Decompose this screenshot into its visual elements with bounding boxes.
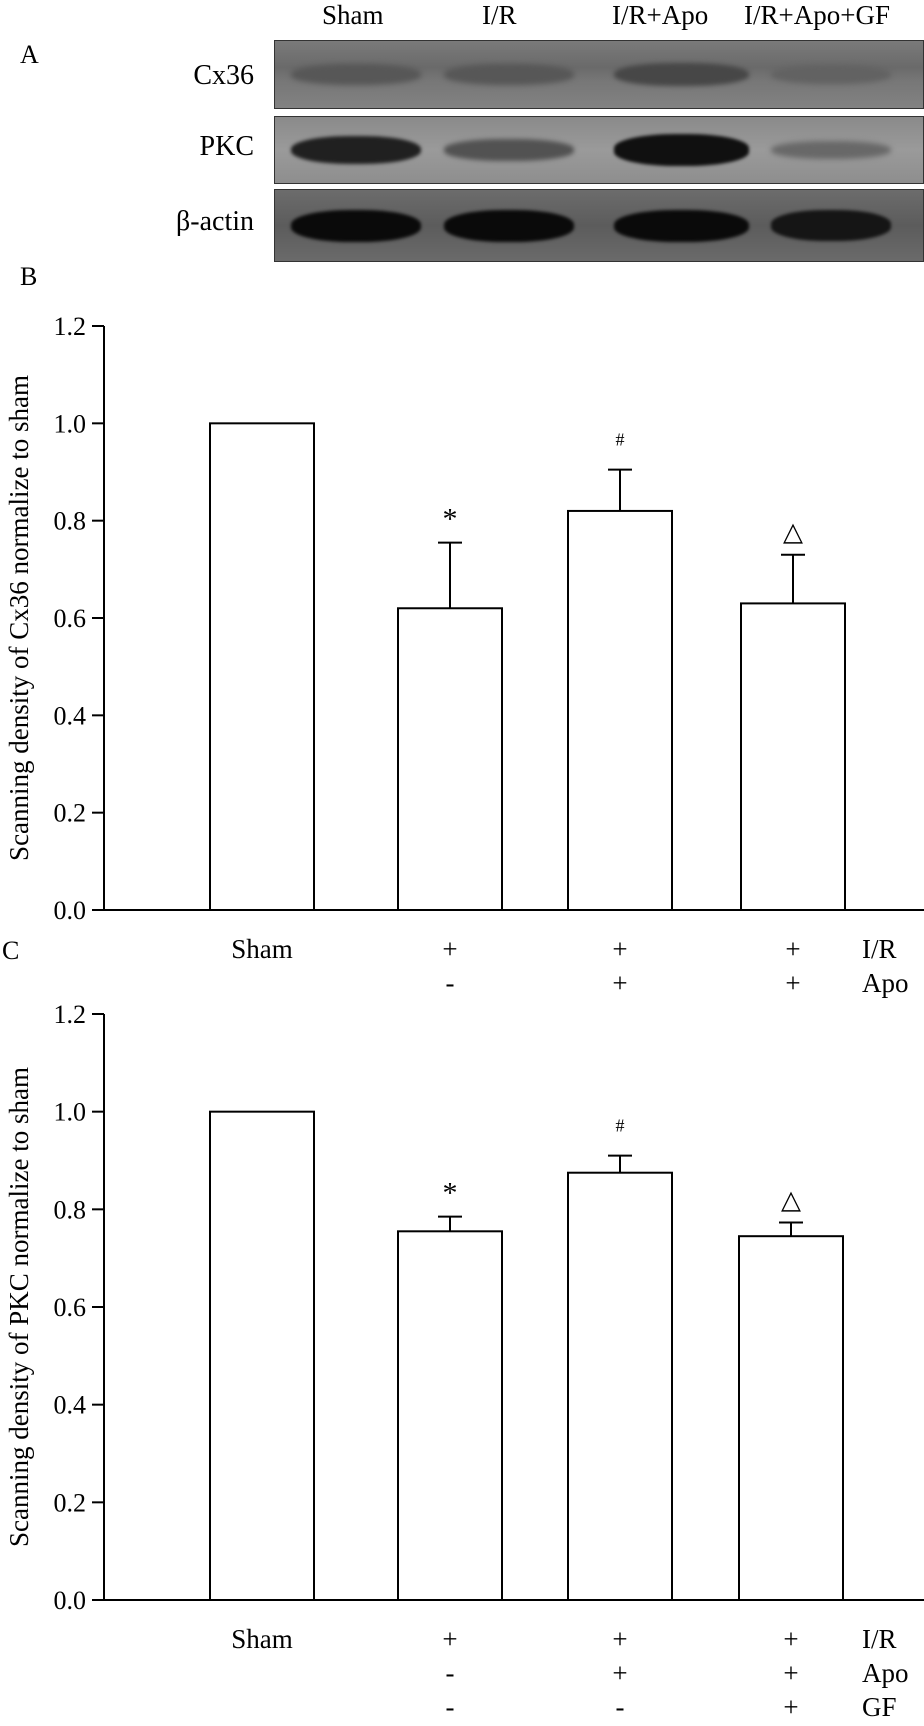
blot-band bbox=[291, 209, 421, 242]
bar bbox=[567, 1171, 673, 1601]
blot-strip-cx36 bbox=[274, 40, 924, 109]
blot-lane-label: I/R bbox=[482, 0, 517, 30]
y-tick-label: 0.0 bbox=[54, 896, 87, 925]
blot-band bbox=[613, 209, 749, 242]
blot-band bbox=[613, 134, 749, 166]
significance-marker: * bbox=[443, 503, 458, 536]
treatment-sign: - bbox=[446, 1658, 455, 1688]
significance-marker: △ bbox=[781, 1186, 801, 1215]
chart-pkc: 0.0 0.2 0.4 0.6 0.8 1.0 1.2 Scanning density of… bbox=[4, 1000, 924, 1722]
treatment-sign: + bbox=[612, 1658, 627, 1688]
y-tick-label: 0.2 bbox=[54, 799, 87, 828]
panel-letter-c: C bbox=[2, 936, 20, 965]
bar bbox=[567, 509, 673, 912]
treatment-sign: - bbox=[446, 1692, 455, 1722]
blot-row-label: β-actin bbox=[176, 206, 254, 237]
panel-letter-a: A bbox=[20, 40, 39, 69]
blot-band bbox=[444, 139, 574, 161]
y-tick-label: 0.2 bbox=[54, 1488, 87, 1517]
blot-band bbox=[771, 210, 891, 241]
bar bbox=[397, 607, 503, 911]
treatment-sign: + bbox=[783, 1624, 798, 1654]
bar bbox=[209, 422, 315, 911]
blot-band bbox=[771, 140, 891, 160]
blot-lane-label: Sham bbox=[322, 0, 384, 30]
bar bbox=[209, 1110, 315, 1602]
treatment-sign: + bbox=[612, 968, 627, 998]
y-axis-label: Scanning density of PKC normalize to sha… bbox=[4, 1067, 34, 1547]
blot-band bbox=[444, 209, 574, 242]
significance-marker: # bbox=[616, 1116, 625, 1136]
blot-band bbox=[444, 64, 574, 85]
treatment-row-label: Apo bbox=[862, 1658, 909, 1688]
y-tick-label: 0.4 bbox=[54, 1391, 87, 1420]
blot-row-label: Cx36 bbox=[193, 60, 254, 91]
blot-row-label: PKC bbox=[199, 131, 254, 162]
treatment-sign: + bbox=[785, 968, 800, 998]
bar bbox=[740, 602, 846, 911]
y-tick-label: 0.6 bbox=[54, 1293, 87, 1322]
y-tick-label: 1.0 bbox=[54, 1098, 87, 1127]
blot-band bbox=[291, 135, 421, 165]
treatment-sign: + bbox=[442, 1624, 457, 1654]
y-axis-label: Scanning density of Cx36 normalize to sh… bbox=[4, 375, 34, 861]
blot-lane-label: I/R+Apo+GF bbox=[744, 0, 890, 30]
treatment-sign: + bbox=[783, 1692, 798, 1722]
treatment-sign: - bbox=[446, 968, 455, 998]
blot-band bbox=[291, 64, 421, 85]
treatment-row-label: GF bbox=[862, 1692, 897, 1722]
panel-letter-b: B bbox=[20, 262, 38, 291]
chart-cx36: 0.0 0.2 0.4 0.6 0.8 1.0 1.2 Scanning density of… bbox=[4, 312, 924, 998]
treatment-row-label: I/R bbox=[862, 934, 897, 964]
y-tick-label: 1.2 bbox=[54, 312, 87, 341]
blot-strip-actin bbox=[274, 189, 924, 262]
y-tick-label: 0.8 bbox=[54, 507, 87, 536]
bar bbox=[738, 1235, 844, 1601]
treatment-sign: - bbox=[616, 1692, 625, 1722]
y-tick-label: 0.8 bbox=[54, 1195, 87, 1224]
y-tick-label: 0.0 bbox=[54, 1586, 87, 1615]
treatment-sign: + bbox=[442, 934, 457, 964]
significance-marker: △ bbox=[783, 518, 803, 547]
treatment-row-label: Apo bbox=[862, 968, 909, 998]
significance-marker: # bbox=[616, 430, 625, 450]
treatment-row-label: I/R bbox=[862, 1624, 897, 1654]
blot-band bbox=[771, 64, 891, 85]
y-tick-label: 1.0 bbox=[54, 409, 87, 438]
y-tick-label: 0.4 bbox=[54, 701, 87, 730]
y-tick-label: 1.2 bbox=[54, 1000, 87, 1029]
treatment-sign: + bbox=[612, 1624, 627, 1654]
blot-band bbox=[613, 62, 749, 87]
blot-lane-label: I/R+Apo bbox=[612, 0, 709, 30]
treatment-sham-label: Sham bbox=[231, 1624, 293, 1654]
treatment-sign: + bbox=[785, 934, 800, 964]
significance-marker: * bbox=[443, 1177, 458, 1210]
blot-strip-pkc bbox=[274, 116, 924, 184]
bar bbox=[397, 1230, 503, 1602]
treatment-sham-label: Sham bbox=[231, 934, 293, 964]
treatment-sign: + bbox=[612, 934, 627, 964]
y-tick-label: 0.6 bbox=[54, 604, 87, 633]
treatment-sign: + bbox=[783, 1658, 798, 1688]
